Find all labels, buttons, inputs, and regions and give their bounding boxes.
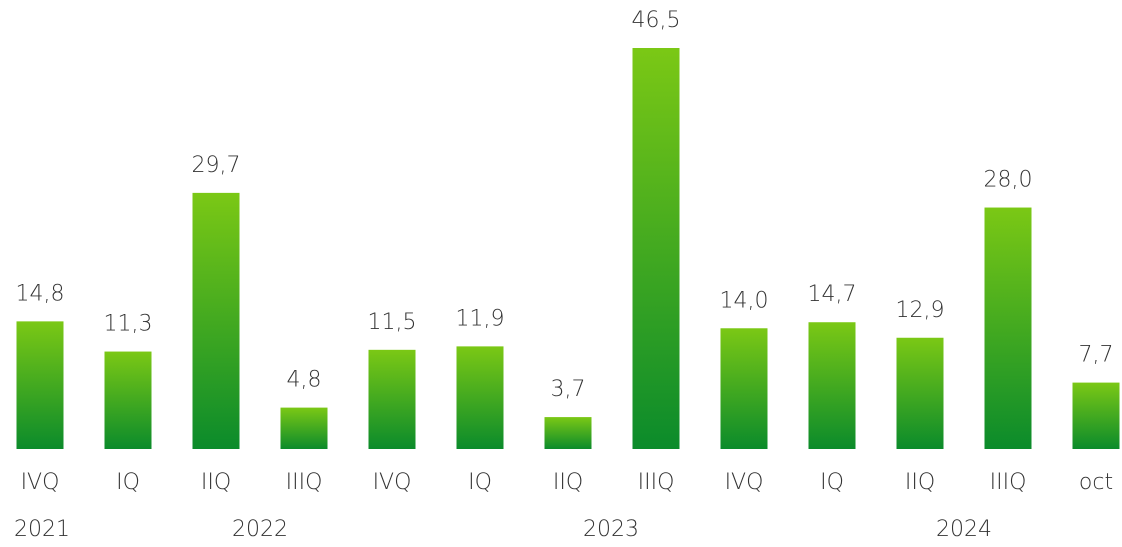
value-label: 28,0	[984, 168, 1033, 193]
x-tick-label: IQ	[116, 470, 140, 495]
bar	[192, 192, 240, 449]
x-tick-label: IVQ	[725, 470, 764, 495]
bar	[16, 321, 64, 449]
x-tick-label: IVQ	[21, 470, 60, 495]
bar	[984, 207, 1032, 449]
x-tick-label: IIQ	[201, 470, 231, 495]
value-label: 11,5	[368, 310, 417, 335]
year-label: 2023	[583, 517, 639, 542]
x-tick-label: IIIQ	[638, 470, 675, 495]
value-label: 14,7	[808, 282, 857, 307]
x-tick-label: IQ	[820, 470, 844, 495]
value-label: 14,0	[720, 288, 769, 313]
bar	[368, 349, 416, 449]
bar	[720, 328, 768, 449]
x-tick-label: IIIQ	[286, 470, 323, 495]
value-label: 14,8	[16, 281, 65, 306]
x-tick-label: IIQ	[905, 470, 935, 495]
x-tick-label: IIIQ	[990, 470, 1027, 495]
bar	[280, 407, 328, 449]
value-label: 3,7	[551, 377, 586, 402]
bar	[1072, 382, 1120, 449]
value-label: 29,7	[192, 153, 241, 178]
value-label: 11,9	[456, 306, 505, 331]
bar	[456, 346, 504, 449]
year-label: 2021	[14, 517, 70, 542]
x-tick-label: oct	[1079, 470, 1113, 495]
bar	[808, 322, 856, 449]
x-tick-label: IQ	[468, 470, 492, 495]
bar	[632, 48, 680, 449]
bar	[896, 337, 944, 449]
x-tick-label: IIQ	[553, 470, 583, 495]
year-label: 2024	[936, 517, 992, 542]
value-label: 12,9	[896, 298, 945, 323]
year-label: 2022	[232, 517, 288, 542]
value-label: 4,8	[287, 368, 322, 393]
bar	[104, 351, 152, 449]
value-label: 46,5	[632, 8, 681, 33]
value-label: 7,7	[1079, 343, 1114, 368]
bar	[544, 417, 592, 449]
x-tick-label: IVQ	[373, 470, 412, 495]
value-label: 11,3	[104, 312, 153, 337]
